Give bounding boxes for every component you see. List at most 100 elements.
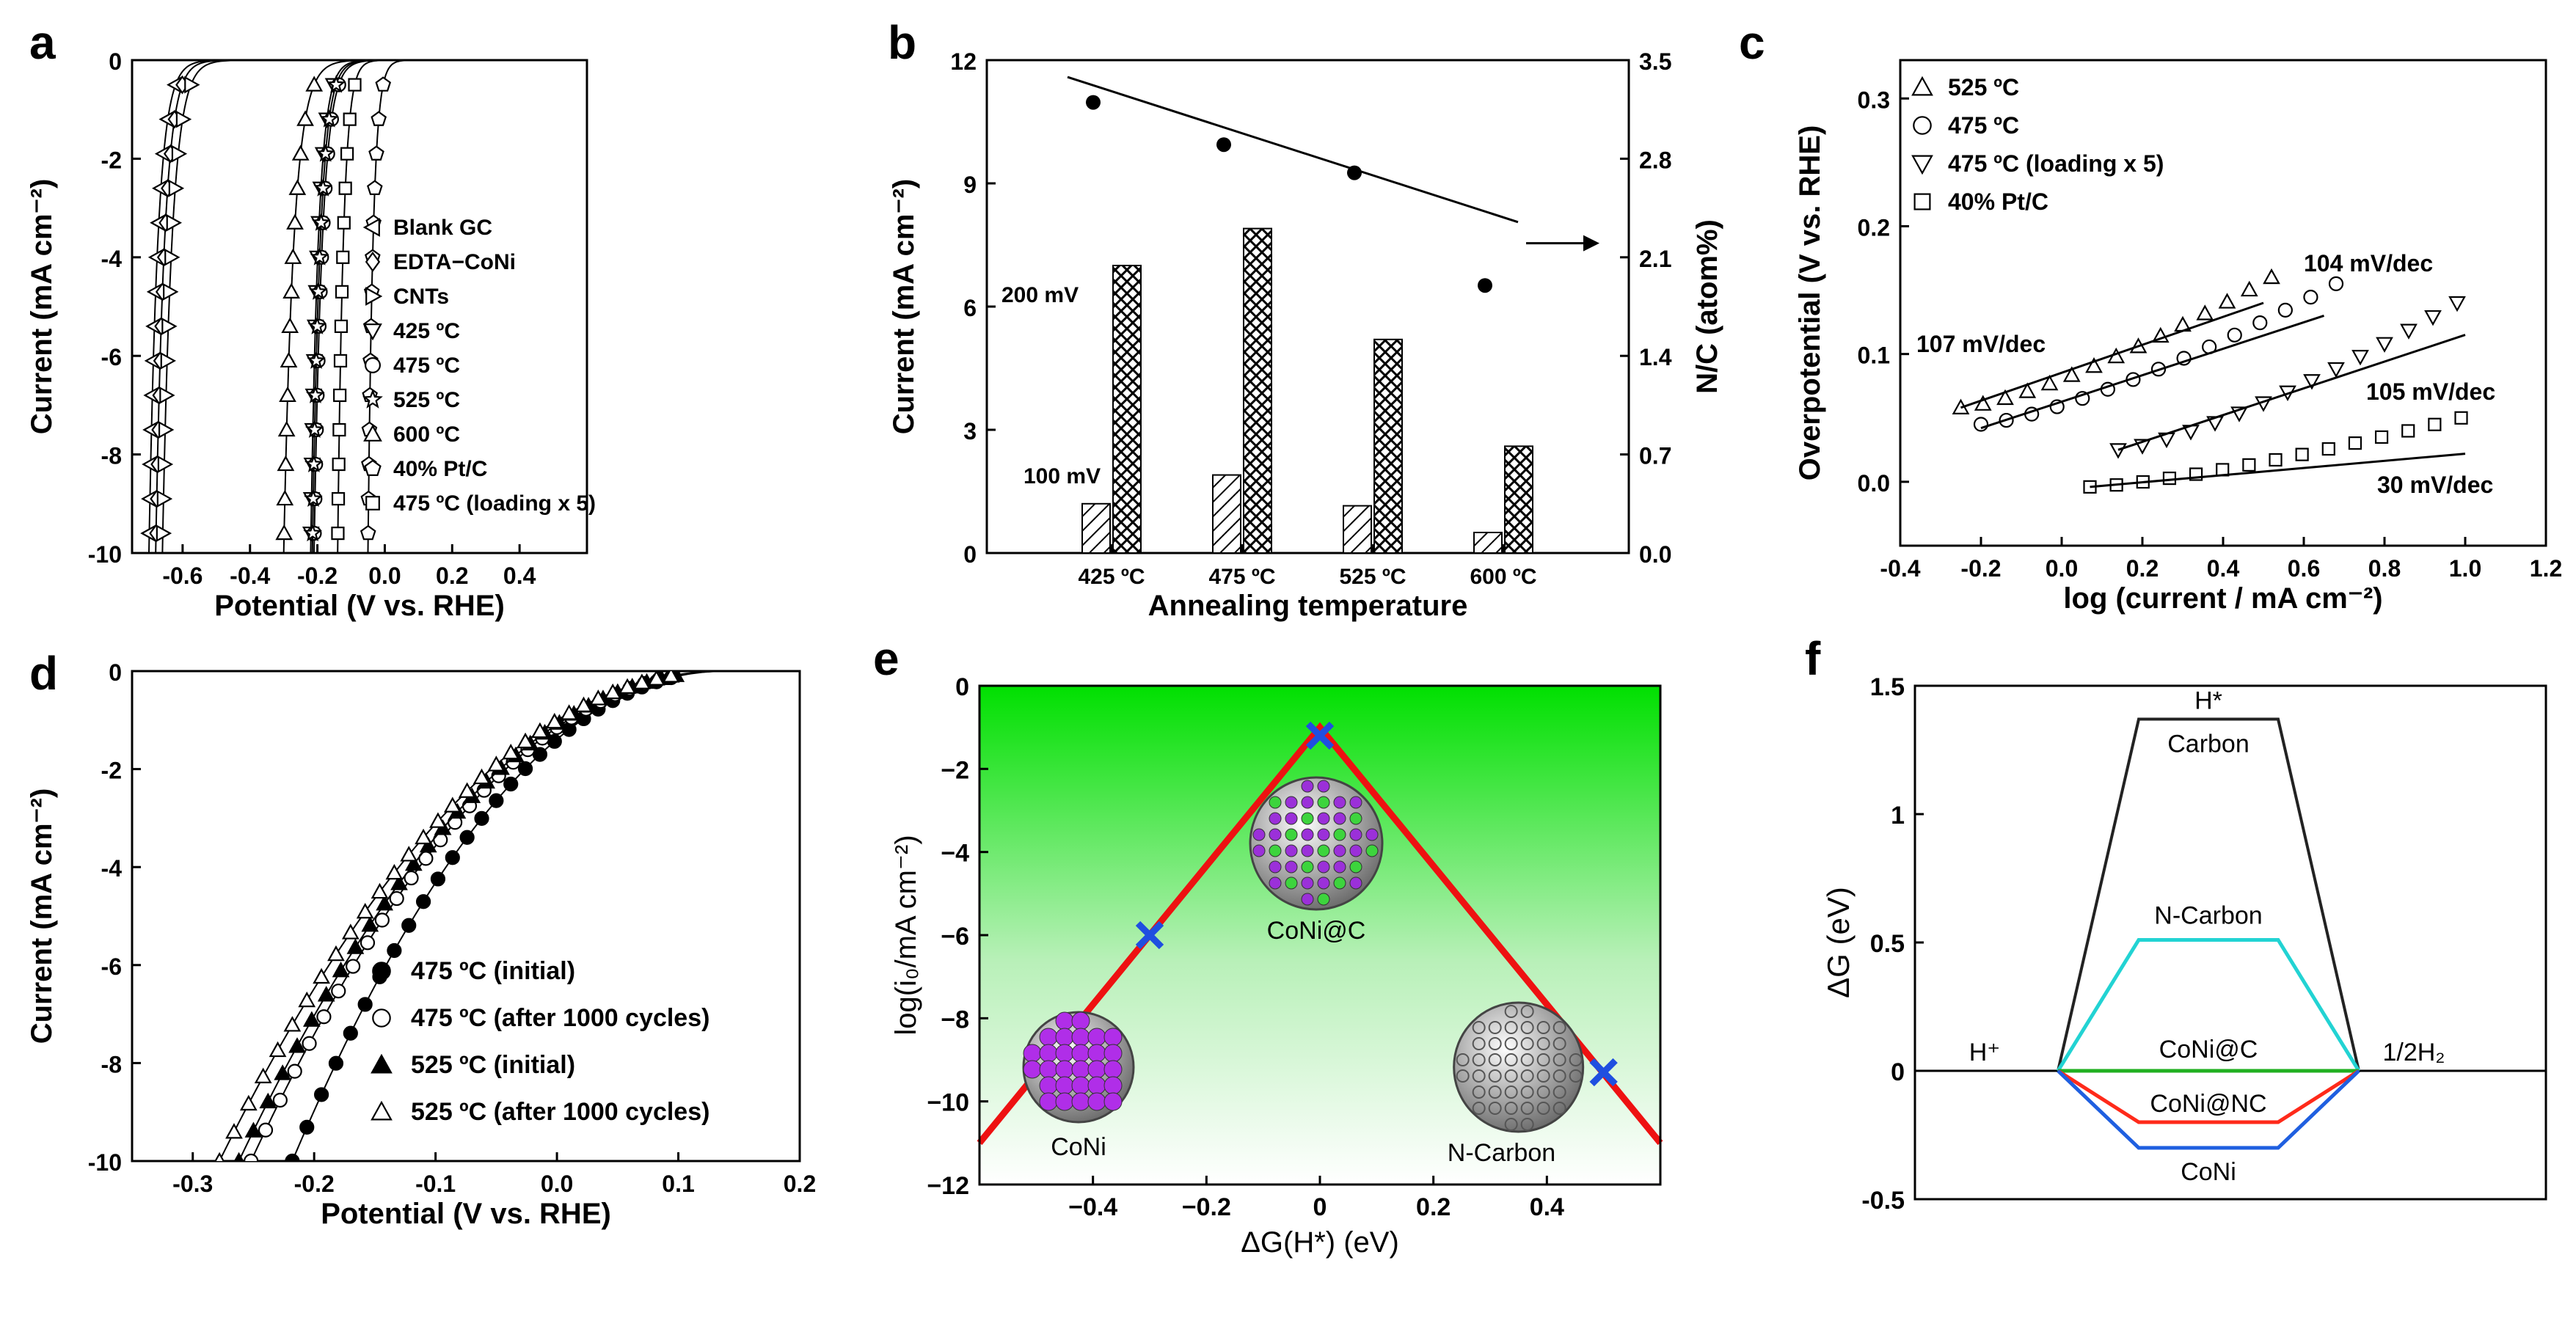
panel-c-marker-0 <box>1996 389 2014 406</box>
panel-a-legend-label-8: 475 ºC (loading x 5) <box>393 491 596 516</box>
panel-e-conic-cluster-atom <box>1349 796 1362 809</box>
panel-d-marker-3 <box>371 882 389 899</box>
panel-a-marker-6 <box>277 455 295 472</box>
panel-d-marker-1 <box>360 935 376 951</box>
panel-d-marker-3 <box>225 1123 243 1139</box>
panel-e-ncarbon-cluster-pattern <box>1456 1005 1583 1131</box>
panel-d-marker-3 <box>487 755 506 772</box>
panel-f-ytick-label: 1 <box>1891 802 1905 830</box>
panel-f-label-2: CoNi@C <box>2159 1036 2258 1063</box>
panel-d-marker-1 <box>316 1009 332 1025</box>
panel-d-xtick-label: 0.0 <box>541 1171 573 1197</box>
panel-e-conic-cluster-atom <box>1333 796 1346 809</box>
panel-a-legend-label-5: 525 ºC <box>393 388 460 412</box>
panel-a-marker-5 <box>311 213 331 231</box>
panel-d-marker-3 <box>313 967 330 984</box>
panel-a-legend-label-3: 425 ºC <box>393 319 460 343</box>
panel-e-coni-cluster-atom <box>1055 1092 1074 1111</box>
panel-e-coni-cluster-atom <box>1039 1028 1058 1047</box>
panel-a-marker-5 <box>303 523 323 542</box>
panel-e-coni-cluster-atom <box>1039 1092 1058 1111</box>
panel-d-marker-0 <box>445 850 460 865</box>
panel-e-conic-cluster-atom <box>1301 796 1314 809</box>
panel-b-label-200mV: 200 mV <box>1001 283 1079 307</box>
panel-e-conic-cluster-atom <box>1301 876 1314 890</box>
panel-e-conic-cluster-atom <box>1269 796 1282 809</box>
panel-d-marker-3 <box>283 1016 302 1032</box>
panel-f-ytick-label: 0.5 <box>1870 930 1905 958</box>
panel-e-coni-cluster-atom <box>1087 1092 1106 1111</box>
panel-e-ncarbon-cluster-ring <box>1504 1069 1518 1083</box>
panel-f-label-4: CoNi <box>2181 1158 2236 1186</box>
panel-a-legend-marker-7 <box>364 459 382 476</box>
panel-d-marker-3 <box>400 846 418 862</box>
panel-e-ncarbon-cluster-ring <box>1552 1102 1566 1115</box>
panel-c-legend-label-0: 525 ºC <box>1948 74 2019 100</box>
panel-c-ytick-label: 0.3 <box>1858 87 1890 113</box>
panel-e-conic-cluster-atom <box>1252 844 1266 857</box>
panel-c-marker-2 <box>2448 296 2466 312</box>
panel-d-marker-2 <box>259 1092 277 1109</box>
panel-e-conic-cluster-atom <box>1349 828 1362 841</box>
panel-e-label-coni: CoNi <box>1051 1133 1106 1161</box>
panel-e-ytick-label: −8 <box>941 1006 969 1033</box>
panel-a-marker-8 <box>333 388 347 403</box>
panel-e-ytick-label: −4 <box>941 840 969 868</box>
panel-d-marker-3 <box>214 1152 225 1161</box>
panel-e-ncarbon-cluster-ring <box>1488 1037 1502 1050</box>
panel-d-marker-2 <box>361 916 379 932</box>
panel-e-xlabel: ΔG(H*) (eV) <box>1241 1226 1399 1259</box>
panel-e-ncarbon-cluster-ring <box>1520 1005 1534 1018</box>
panel-c-marker-2 <box>2424 310 2442 326</box>
panel-a-marker-5 <box>315 144 335 162</box>
panel-e-ncarbon-cluster-ring <box>1472 1053 1486 1066</box>
panel-b-xtick-label: 475 ºC <box>1208 565 1275 589</box>
panel-a-marker-8 <box>335 285 349 299</box>
panel-d-ylabel: Current (mA cm⁻²) <box>26 788 58 1044</box>
panel-d-legend-label-1: 475 ºC (after 1000 cycles) <box>411 1004 709 1032</box>
panel-d-ytick-label: -2 <box>101 758 122 784</box>
panel-c-legend-marker-2 <box>1911 155 1933 175</box>
panel-e-coni-cluster-atom <box>1087 1044 1106 1063</box>
panel-a-marker-8 <box>331 491 346 506</box>
panel-d-marker-3 <box>574 696 593 713</box>
panel-a-marker-8 <box>333 354 348 368</box>
panel-d-marker-3 <box>458 782 476 798</box>
panel-c-fit-0 <box>1960 301 2264 409</box>
panel-e-conic-cluster-atom <box>1317 844 1330 857</box>
panel-d-marker-1 <box>272 1092 288 1108</box>
panel-d-marker-3 <box>633 673 651 689</box>
panel-b-nc-point <box>1216 137 1231 153</box>
panel-d-marker-2 <box>274 1064 292 1080</box>
panel-e-conic-cluster-atom <box>1333 828 1346 841</box>
panel-e-coni-cluster-pattern <box>1023 1011 1123 1111</box>
panel-d-marker-3 <box>472 768 491 785</box>
panel-e-ncarbon-cluster-ring <box>1488 1021 1502 1034</box>
panel-e-ncarbon-cluster-ring <box>1536 1037 1550 1050</box>
panel-a-marker-8 <box>348 78 362 92</box>
panel-a-legend-marker-0 <box>362 218 380 237</box>
panel-c-legend-marker-1 <box>1913 116 1932 135</box>
panel-d-marker-2 <box>332 962 350 978</box>
panel-a-marker-2 <box>160 352 177 370</box>
panel-c-marker-1 <box>2328 276 2344 291</box>
panel-c-xtick-label: 0.2 <box>2126 555 2159 582</box>
panel-a-marker-2 <box>171 144 188 163</box>
panel-a-xtick-label: -0.6 <box>162 563 202 589</box>
panel-e-coni-cluster-atom <box>1087 1028 1106 1047</box>
panel-b-bar-200mV <box>1243 227 1272 554</box>
panel-a-legend-label-4: 475 ºC <box>393 354 460 378</box>
panel-d-ytick-label: -10 <box>88 1149 122 1176</box>
panel-c-marker-0 <box>2263 268 2280 285</box>
panel-f-path-3 <box>2057 1069 2360 1124</box>
panel-c-slope-label-3: 30 mV/dec <box>2377 472 2493 498</box>
panel-a-marker-6 <box>296 110 314 126</box>
panel-d-marker-1 <box>374 912 390 928</box>
panel-d-marker-3 <box>443 797 461 813</box>
panel-e-conic-cluster-atom <box>1301 860 1314 874</box>
panel-d-marker-0 <box>401 918 417 933</box>
panel-e-coni-cluster-atom <box>1103 1076 1123 1095</box>
panel-a-ytick-label: -2 <box>101 147 122 173</box>
panel-e-coni-cluster-atom <box>1103 1060 1123 1079</box>
panel-a-marker-5 <box>304 488 323 508</box>
